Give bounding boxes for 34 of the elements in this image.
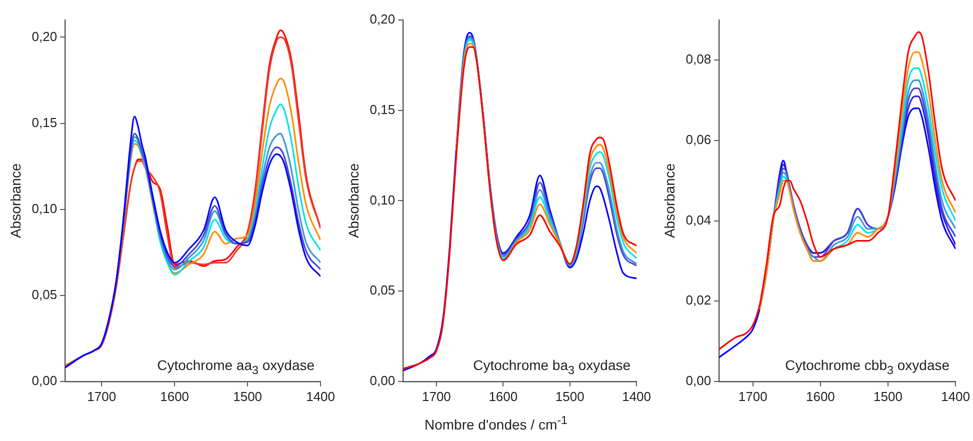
x-tick-label: 1400 [306,388,335,404]
y-tick-label: 0,15 [32,114,58,130]
y-tick-label: 0,04 [686,212,712,228]
y-axis-title: Absorbance [7,163,24,238]
y-tick-label: 0,02 [686,292,712,308]
y-tick-label: 0,10 [32,200,58,216]
x-tick-label: 1700 [422,388,451,404]
x-tick-label: 1600 [806,388,835,404]
x-tick-label: 1600 [160,388,190,404]
x-axis-title: Nombre d'ondes / cm$^{-1}$ [424,414,568,433]
x-tick-label: 1700 [87,388,116,404]
y-tick-label: 0,05 [370,282,396,298]
y-tick-label: 0,15 [370,102,396,117]
annotation: Cytochrome cbb$_{3}$ oxydase [785,357,950,378]
y-tick-label: 0,10 [370,192,396,208]
y-tick-label: 0,00 [32,372,58,388]
y-axis-title: Absorbance [345,163,362,238]
annotation: Cytochrome aa$_{3}$ oxydase [157,357,315,378]
x-tick-label: 1700 [738,388,768,404]
y-tick-label: 0,00 [370,372,396,388]
annotation: Cytochrome ba$_{3}$ oxydase [473,357,631,378]
x-tick-label: 1500 [874,388,902,404]
x-tick-label: 1400 [622,388,651,404]
x-tick-label: 1400 [941,388,970,404]
y-tick-label: 0,06 [686,132,712,148]
y-tick-label: 0,08 [686,52,712,67]
y-tick-label: 0,00 [686,372,712,388]
y-tick-label: 0,20 [370,12,396,27]
x-tick-label: 1500 [555,388,584,404]
y-tick-label: 0,20 [32,28,58,44]
x-tick-label: 1500 [233,388,262,404]
y-tick-label: 0,05 [32,286,58,302]
y-axis-title: Absorbance [661,163,678,238]
x-tick-label: 1600 [488,388,518,404]
